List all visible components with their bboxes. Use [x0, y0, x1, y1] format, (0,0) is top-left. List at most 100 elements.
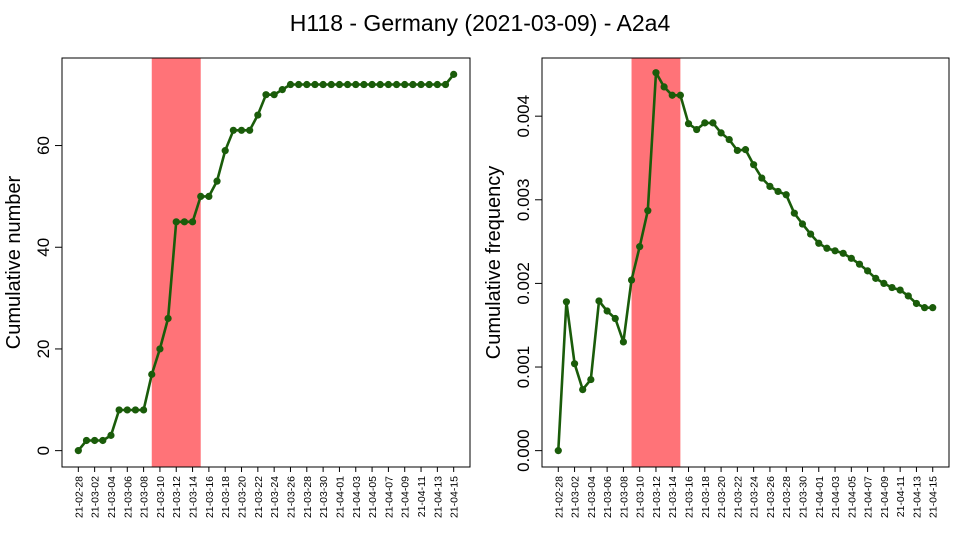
data-point [717, 129, 725, 137]
data-point [595, 297, 603, 305]
series-line [77, 73, 455, 452]
data-point [725, 135, 733, 144]
data-point [278, 86, 286, 94]
y-tick-label: 0 [34, 446, 53, 455]
data-point [148, 370, 156, 378]
data-point [221, 147, 229, 155]
data-point [823, 244, 831, 252]
data-point [344, 80, 352, 89]
x-tick-label: 21-03-14 [188, 476, 200, 518]
x-tick-label: 21-03-02 [90, 476, 102, 518]
x-tick-label: 21-04-03 [351, 476, 363, 518]
data-point [123, 406, 131, 414]
data-point [790, 209, 798, 217]
data-point [91, 436, 99, 445]
data-point [831, 247, 839, 255]
x-tick-label: 21-03-16 [204, 476, 216, 518]
data-point [847, 254, 855, 262]
data-point [920, 304, 929, 312]
data-point [758, 174, 766, 182]
x-tick-label: 21-03-10 [155, 476, 167, 518]
data-point [839, 249, 847, 257]
figure-title: H118 - Germany (2021-03-09) - A2a4 [289, 10, 671, 36]
data-point [815, 239, 823, 247]
data-point [450, 70, 458, 78]
x-tick-label: 21-03-28 [302, 476, 314, 518]
cumulative-frequency-panel: 0.000 0.001 0.002 0.003 0.004 Cumulative freq… [483, 57, 950, 518]
data-point [741, 146, 750, 154]
x-tick-label: 21-04-15 [928, 476, 940, 518]
highlight-band [151, 58, 201, 467]
data-point [701, 119, 709, 127]
series-line [557, 71, 933, 451]
x-tick-label: 21-03-02 [570, 476, 582, 518]
plot-frame [541, 57, 950, 468]
x-tick-label: 21-03-14 [667, 476, 679, 518]
x-tick-label: 21-03-04 [586, 476, 598, 518]
x-tick-label: 21-03-16 [684, 476, 696, 518]
data-point [611, 314, 619, 323]
data-point [197, 192, 205, 200]
x-tick-label: 21-03-30 [797, 476, 809, 518]
x-tick-label: 21-03-20 [716, 476, 728, 518]
data-point [131, 406, 140, 414]
data-point [880, 279, 888, 288]
data-point [237, 126, 246, 134]
data-point [335, 80, 344, 89]
x-tick-label: 21-03-18 [700, 476, 712, 518]
x-tick-label: 21-03-10 [635, 476, 647, 518]
data-point [441, 80, 450, 89]
data-point [140, 406, 148, 414]
x-tick-label: 21-04-13 [432, 476, 444, 518]
data-point [684, 120, 693, 128]
x-tick-label: 21-03-08 [139, 476, 151, 518]
cumulative-number-panel: 0 20 40 60 Cumulative number 21-02-28 21-03-02… [3, 57, 471, 518]
x-tick-label: 21-03-06 [122, 476, 134, 518]
x-tick-label: 21-03-22 [732, 476, 744, 518]
x-tick-label: 21-03-12 [171, 476, 183, 518]
data-point [433, 80, 441, 89]
data-point [668, 91, 676, 99]
data-point [254, 111, 262, 119]
x-tick-label: 21-04-07 [863, 476, 875, 518]
data-point [782, 191, 790, 199]
data-point [295, 80, 303, 89]
data-point [912, 299, 921, 308]
data-point [733, 146, 741, 155]
x-tick-label: 21-04-03 [830, 476, 842, 518]
data-point [311, 80, 319, 89]
data-point [74, 447, 82, 455]
data-point [603, 307, 611, 315]
x-tick-label: 21-03-22 [253, 476, 265, 518]
data-point [807, 230, 815, 238]
data-point [750, 161, 758, 169]
data-point [872, 274, 880, 282]
x-tick-label: 21-03-08 [618, 476, 630, 518]
y-tick-label: 40 [34, 238, 53, 257]
data-point [205, 192, 213, 200]
data-point [164, 314, 172, 323]
x-tick-label: 21-03-28 [781, 476, 793, 518]
y-tick-label: 0.003 [514, 179, 533, 222]
x-tick-label: 21-02-28 [553, 476, 565, 518]
data-point [896, 286, 904, 294]
data-point [156, 345, 164, 353]
x-tick-label: 21-04-07 [383, 476, 395, 518]
data-point [774, 187, 782, 196]
data-point [99, 436, 107, 445]
data-point [652, 69, 660, 77]
data-point [384, 80, 392, 89]
x-tick-label: 21-04-05 [846, 476, 858, 518]
x-tick-label: 21-03-24 [749, 476, 761, 518]
data-point [303, 80, 311, 89]
data-point [286, 80, 295, 89]
data-point [904, 292, 912, 300]
x-tick-label: 21-03-12 [651, 476, 663, 518]
x-tick-label: 21-03-20 [237, 476, 249, 518]
data-point [798, 220, 807, 228]
x-tick-label: 21-03-30 [318, 476, 330, 518]
data-point [107, 431, 115, 439]
y-axis-label: Cumulative number [3, 175, 25, 349]
data-point [709, 119, 717, 127]
